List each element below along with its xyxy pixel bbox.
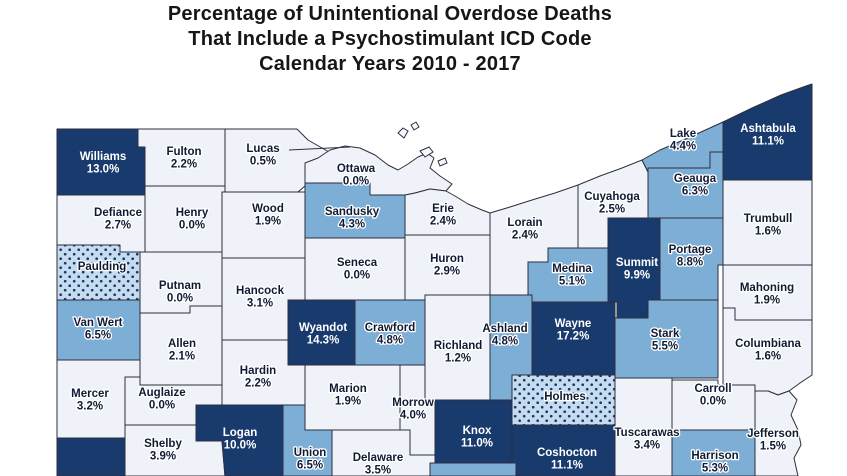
county-sandusky-label: Sandusky 4.3% [325,206,380,231]
lake-erie-island-1 [397,127,409,139]
title-line-3: Calendar Years 2010 - 2017 [259,53,521,75]
county-carroll-label: Carroll 0.0% [694,383,731,408]
county-erie-label: Erie 2.4% [430,203,456,228]
county-paulding-label: Paulding [78,261,127,273]
county-holmes-label: Holmes [544,391,586,403]
county-crawford-label: Crawford 4.8% [365,322,415,347]
county-coshocton-shape [511,424,616,476]
county-delaware-label: Delaware 3.5% [353,452,404,476]
lake-erie-island-3 [419,146,434,158]
county-geauga-label: Geauga 6.3% [674,173,717,198]
county-tuscarawas-shape [614,377,673,476]
county-richland-label: Richland 1.2% [434,340,483,365]
county-wood-label: Wood 1.9% [252,203,284,228]
county-wayne-label: Wayne 17.2% [555,318,592,343]
county-ottawa-label: Ottawa 0.0% [337,163,376,188]
county-defiance-shape [56,194,146,253]
county-knox-label: Knox 11.0% [461,425,493,450]
county-defiance-label: Defiance 2.7% [94,207,142,232]
title-line-1: Percentage of Unintentional Overdose Dea… [167,3,613,25]
county-fulton-label: Fulton 2.2% [166,146,201,171]
county-auglaize-label: Auglaize 0.0% [138,387,185,412]
title-line-2: That Include a Psychostimulant ICD Code [188,28,592,50]
lake-erie-island-4 [437,157,448,167]
county-darke-shape [56,437,126,476]
county-mahoning-label: Mahoning 1.9% [740,282,794,307]
county-logan-label: Logan 10.0% [223,427,258,452]
county-columbiana-label: Columbiana 1.6% [735,338,801,363]
county-licking-shape [429,462,517,476]
county-marion-label: Marion 1.9% [329,383,367,408]
county-lucas-label: Lucas 0.5% [246,143,279,168]
county-hancock-label: Hancock 3.1% [236,285,285,310]
county-union-label: Union 6.5% [294,447,327,472]
county-jefferson-shape [754,390,802,476]
county-harrison-shape [671,429,756,476]
county-lorain-label: Lorain 2.4% [507,217,542,242]
county-ashtabula-label: Ashtabula 11.1% [740,123,796,148]
county-wyandot-label: Wyandot 14.3% [299,322,348,347]
county-williams-label: Williams 13.0% [80,151,127,176]
county-seneca-label: Seneca 0.0% [337,257,378,282]
lake-erie-island-2 [410,121,420,131]
county-trumbull-label: Trumbull 1.6% [744,213,793,238]
lucas-leader-line [288,146,351,151]
county-stark-label: Stark 5.5% [651,328,680,353]
county-medina-label: Medina 5.1% [552,263,592,288]
county-shelby-label: Shelby 3.9% [144,438,182,463]
county-henry-label: Henry 0.0% [176,207,209,232]
county-lake-label: Lake 4.4% [670,128,696,153]
county-summit-label: Summit 9.9% [616,257,658,282]
county-huron-label: Huron 2.9% [430,253,464,278]
county-ashland-label: Ashland 4.8% [482,323,527,348]
county-hardin-label: Hardin 2.2% [240,365,276,390]
county-tuscarawas-label: Tuscarawas 3.4% [615,427,680,452]
county-allen-label: Allen 2.1% [168,338,196,363]
county-vanwert-label: Van Wert 6.5% [74,317,123,342]
page-title: Percentage of Unintentional Overdose Dea… [0,2,780,77]
county-morrow-label: Morrow 4.0% [392,397,434,422]
county-cuyahoga-label: Cuyahoga 2.5% [584,191,640,216]
county-portage-label: Portage 8.8% [669,244,712,269]
county-delaware-shape [331,429,436,476]
county-coshocton-label: Coshocton 11.1% [537,447,597,472]
county-harrison-label: Harrison 5.3% [691,450,738,475]
county-mercer-label: Mercer 3.2% [71,388,109,413]
county-putnam-label: Putnam 0.0% [159,280,201,305]
county-jefferson-label: Jefferson 1.5% [747,428,799,453]
